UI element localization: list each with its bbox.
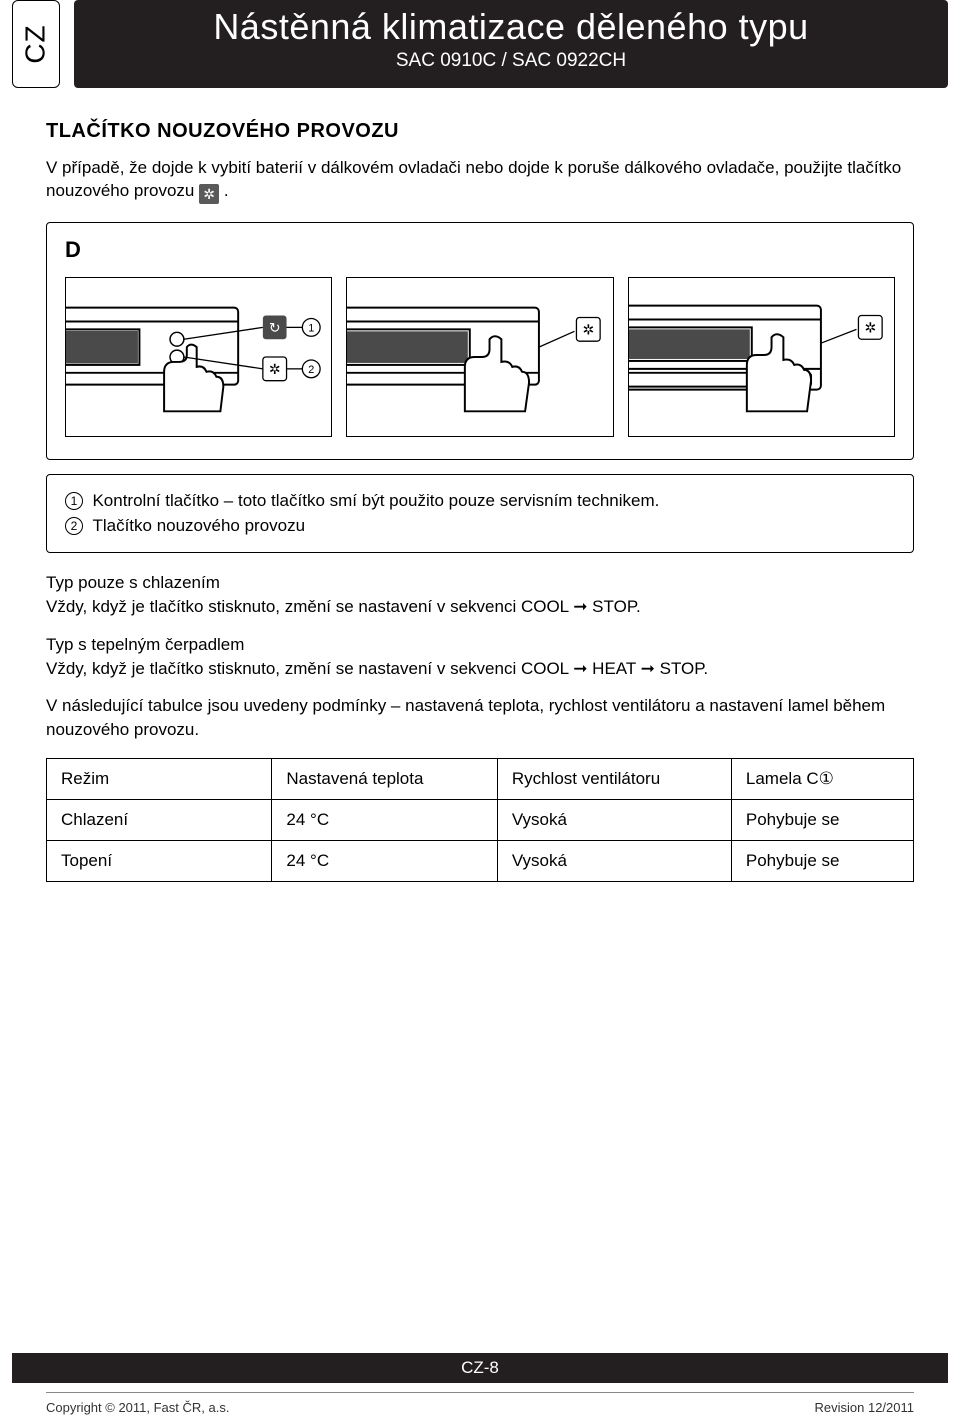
footer-page-bar: CZ-8 bbox=[12, 1353, 948, 1383]
revision-text: Revision 12/2011 bbox=[815, 1400, 915, 1415]
diagram-row: ↻ ✲ 1 2 bbox=[65, 277, 895, 437]
table-header-row: Režim Nastavená teplota Rychlost ventilá… bbox=[47, 759, 914, 800]
legend-row-1: 1 Kontrolní tlačítko – toto tlačítko smí… bbox=[65, 489, 895, 514]
p1-title: Typ pouze s chlazením bbox=[46, 573, 220, 592]
language-code: CZ bbox=[20, 24, 52, 63]
paragraph-table-intro: V následující tabulce jsou uvedeny podmí… bbox=[46, 694, 914, 742]
conditions-table: Režim Nastavená teplota Rychlost ventilá… bbox=[46, 758, 914, 882]
header-strip: CZ Nástěnná klimatizace děleného typu SA… bbox=[0, 0, 960, 92]
language-tab: CZ bbox=[12, 0, 60, 88]
table-row: Chlazení 24 °C Vysoká Pohybuje se bbox=[47, 800, 914, 841]
th-fan: Rychlost ventilátoru bbox=[497, 759, 731, 800]
page: CZ Nástěnná klimatizace děleného typu SA… bbox=[0, 0, 960, 1423]
diagram-panel-1: ↻ ✲ 1 2 bbox=[65, 277, 332, 437]
diagram-frame: D bbox=[46, 222, 914, 460]
svg-text:✲: ✲ bbox=[864, 319, 876, 335]
content-area: TLAČÍTKO NOUZOVÉHO PROVOZU V případě, že… bbox=[0, 92, 960, 882]
td: Topení bbox=[47, 841, 272, 882]
td: Pohybuje se bbox=[731, 800, 913, 841]
svg-text:✲: ✲ bbox=[583, 321, 595, 337]
th-louver: Lamela C① bbox=[731, 759, 913, 800]
diagram-label: D bbox=[65, 237, 895, 263]
diagram-svg-3: ✲ bbox=[629, 278, 894, 436]
diagram-panel-3: ✲ bbox=[628, 277, 895, 437]
legend-row-2: 2 Tlačítko nouzového provozu bbox=[65, 514, 895, 539]
diagram-svg-2: ✲ bbox=[347, 278, 612, 436]
p2-text: Vždy, když je tlačítko stisknuto, změní … bbox=[46, 659, 708, 678]
footer-divider bbox=[46, 1392, 914, 1393]
svg-text:↻: ↻ bbox=[269, 319, 281, 335]
p1-text: Vždy, když je tlačítko stisknuto, změní … bbox=[46, 597, 641, 616]
snowflake-icon: ✲ bbox=[199, 184, 219, 204]
p2-title: Typ s tepelným čerpadlem bbox=[46, 635, 244, 654]
diagram-svg-1: ↻ ✲ 1 2 bbox=[66, 278, 331, 436]
legend-num-1: 1 bbox=[65, 492, 83, 510]
intro-text-a: V případě, že dojde k vybití baterií v d… bbox=[46, 158, 901, 200]
svg-text:1: 1 bbox=[308, 322, 314, 334]
paragraph-heatpump: Typ s tepelným čerpadlem Vždy, když je t… bbox=[46, 633, 914, 681]
page-title: Nástěnná klimatizace děleného typu bbox=[74, 6, 948, 48]
td: Vysoká bbox=[497, 841, 731, 882]
legend-text-2: Tlačítko nouzového provozu bbox=[92, 516, 305, 535]
intro-paragraph: V případě, že dojde k vybití baterií v d… bbox=[46, 157, 914, 204]
page-subtitle: SAC 0910C / SAC 0922CH bbox=[74, 50, 948, 72]
td: Vysoká bbox=[497, 800, 731, 841]
legend-text-1: Kontrolní tlačítko – toto tlačítko smí b… bbox=[92, 491, 659, 510]
copyright-text: Copyright © 2011, Fast ČR, a.s. bbox=[46, 1400, 229, 1415]
table-row: Topení 24 °C Vysoká Pohybuje se bbox=[47, 841, 914, 882]
paragraph-cooling: Typ pouze s chlazením Vždy, když je tlač… bbox=[46, 571, 914, 619]
td: 24 °C bbox=[272, 800, 497, 841]
td: Pohybuje se bbox=[731, 841, 913, 882]
diagram-panel-2: ✲ bbox=[346, 277, 613, 437]
svg-text:✲: ✲ bbox=[269, 361, 281, 377]
diagram-legend: 1 Kontrolní tlačítko – toto tlačítko smí… bbox=[46, 474, 914, 553]
th-mode: Režim bbox=[47, 759, 272, 800]
td: Chlazení bbox=[47, 800, 272, 841]
intro-text-b: . bbox=[219, 181, 228, 200]
td: 24 °C bbox=[272, 841, 497, 882]
title-bar: Nástěnná klimatizace děleného typu SAC 0… bbox=[74, 0, 948, 88]
page-number: CZ-8 bbox=[461, 1358, 499, 1377]
body-text: Typ pouze s chlazením Vždy, když je tlač… bbox=[46, 571, 914, 742]
section-heading: TLAČÍTKO NOUZOVÉHO PROVOZU bbox=[46, 120, 914, 143]
svg-text:2: 2 bbox=[308, 364, 314, 376]
th-temp: Nastavená teplota bbox=[272, 759, 497, 800]
legend-num-2: 2 bbox=[65, 517, 83, 535]
